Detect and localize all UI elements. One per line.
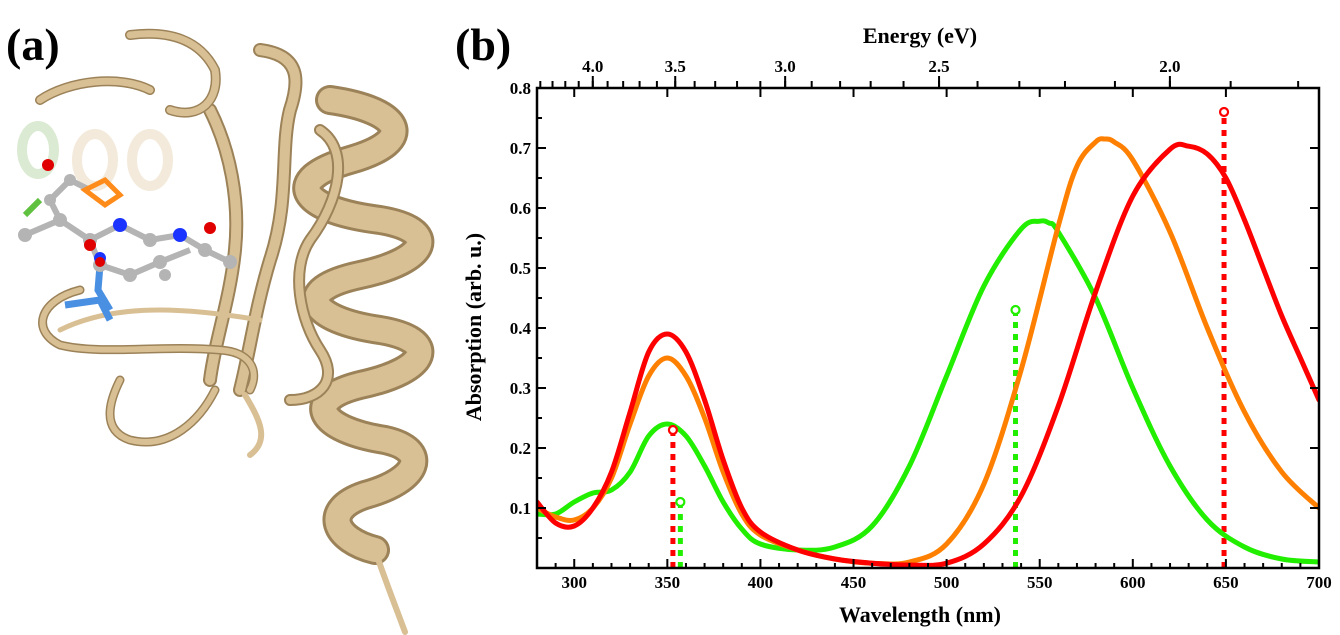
y-tick-label: 0.1 <box>510 499 531 518</box>
top-tick-label: 2.0 <box>1159 57 1180 76</box>
y-tick-label: 0.7 <box>510 139 532 158</box>
stick-head-red-0 <box>667 424 679 436</box>
x-tick-label: 600 <box>1120 573 1146 592</box>
top-tick-label: 4.0 <box>582 57 603 76</box>
series-green-curve <box>537 218 1319 565</box>
helix-small <box>17 121 173 191</box>
top-tick-label: 3.5 <box>665 57 686 76</box>
series-red-curve <box>537 141 1319 568</box>
x-tick-label: 650 <box>1213 573 1239 592</box>
y-tick-label: 0.6 <box>510 199 531 218</box>
loop-tail <box>242 392 265 458</box>
y-tick-label: 0.2 <box>510 439 531 458</box>
top-axis-title: Energy (eV) <box>863 23 977 48</box>
absorption-chart: (b) Energy (eV) Wavelength (nm) Absorpti… <box>455 19 1332 627</box>
x-tick-label: 550 <box>1027 573 1053 592</box>
x-axis-title: Wavelength (nm) <box>839 602 1001 627</box>
beta-sheet <box>35 28 345 447</box>
top-tick-label: 3.0 <box>775 57 796 76</box>
plot-frame <box>535 86 1321 570</box>
plot-area <box>537 106 1319 568</box>
x-tick-label: 350 <box>655 573 681 592</box>
series-orange-curve <box>537 136 1319 567</box>
x-tick-label: 700 <box>1306 573 1332 592</box>
y-tick-label: 0.8 <box>510 79 531 98</box>
chromophore-ball-and-stick <box>18 159 237 322</box>
axes: 300 350 400 450 500 550 600 650 700 0.1 0.2 0.3 0.4 0… <box>510 57 1332 592</box>
x-tick-label: 300 <box>561 573 587 592</box>
stick-head-red-3 <box>1218 106 1230 118</box>
panel-a-label: (a) <box>6 19 60 70</box>
stick-head-green-2 <box>1010 304 1021 316</box>
y-tick-label: 0.3 <box>510 379 531 398</box>
x-tick-label: 500 <box>934 573 960 592</box>
y-tick-label: 0.5 <box>510 259 531 278</box>
stick-head-green-1 <box>675 496 686 508</box>
y-axis-title: Absorption (arb. u.) <box>461 233 486 421</box>
helix-right <box>292 85 435 635</box>
protein-structure-illustration: (a) <box>6 19 435 635</box>
y-tick-label: 0.4 <box>510 319 532 338</box>
x-tick-label: 450 <box>841 573 867 592</box>
top-tick-label: 2.5 <box>928 57 949 76</box>
panel-b-label: (b) <box>455 19 511 70</box>
x-tick-label: 400 <box>748 573 774 592</box>
